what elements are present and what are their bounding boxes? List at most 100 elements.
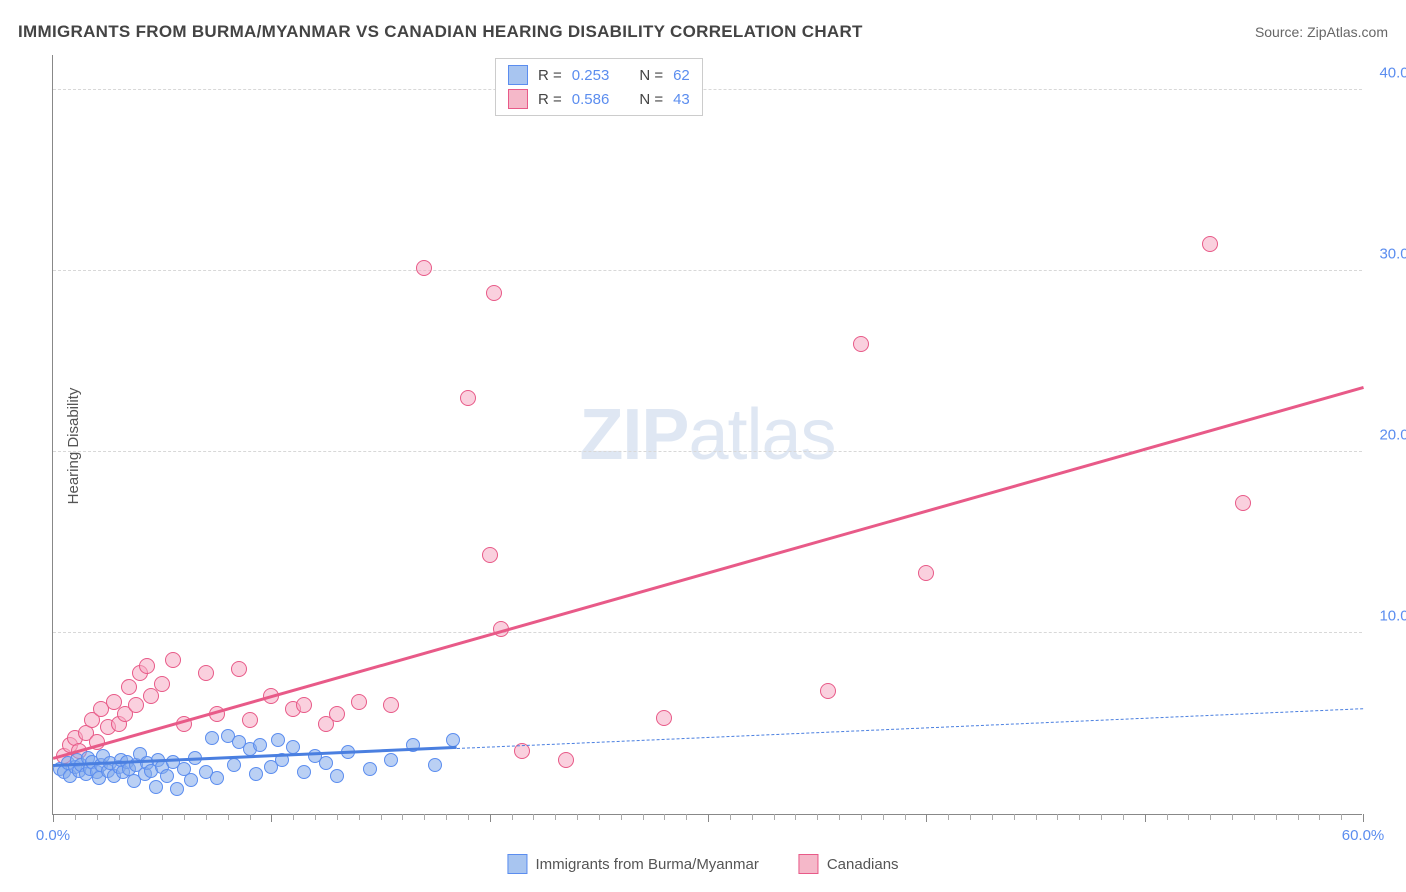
x-minor-tick	[686, 814, 687, 820]
pink-point	[165, 652, 181, 668]
blue-point	[384, 753, 398, 767]
x-minor-tick	[577, 814, 578, 820]
x-minor-tick	[315, 814, 316, 820]
x-minor-tick	[250, 814, 251, 820]
watermark-atlas: atlas	[688, 395, 835, 475]
x-minor-tick	[97, 814, 98, 820]
blue-point	[149, 780, 163, 794]
x-minor-tick	[970, 814, 971, 820]
legend-swatch-blue	[508, 65, 528, 85]
blue-point	[286, 740, 300, 754]
x-minor-tick	[1254, 814, 1255, 820]
pink-point	[1235, 495, 1251, 511]
n-label: N =	[639, 91, 663, 108]
x-minor-tick	[162, 814, 163, 820]
pink-point	[231, 661, 247, 677]
correlation-legend-row-pink: R = 0.586 N = 43	[496, 87, 702, 111]
blue-point	[249, 767, 263, 781]
x-tick-label: 60.0%	[1342, 827, 1385, 844]
source-prefix: Source:	[1255, 24, 1307, 40]
x-minor-tick	[533, 814, 534, 820]
blue-point	[160, 769, 174, 783]
legend-swatch-blue	[507, 854, 527, 874]
grid-line	[53, 270, 1362, 271]
pink-point	[383, 697, 399, 713]
n-label: N =	[639, 67, 663, 84]
x-minor-tick	[1319, 814, 1320, 820]
n-value: 43	[673, 91, 690, 108]
pink-point	[820, 683, 836, 699]
pink-point	[154, 676, 170, 692]
x-minor-tick	[119, 814, 120, 820]
y-tick-label: 40.0%	[1367, 65, 1406, 82]
x-minor-tick	[228, 814, 229, 820]
x-minor-tick	[905, 814, 906, 820]
x-minor-tick	[468, 814, 469, 820]
legend-label-blue: Immigrants from Burma/Myanmar	[535, 856, 758, 873]
pink-trend-line	[53, 386, 1364, 759]
blue-point	[319, 756, 333, 770]
x-minor-tick	[817, 814, 818, 820]
x-minor-tick	[664, 814, 665, 820]
blue-point	[227, 758, 241, 772]
blue-point	[428, 758, 442, 772]
blue-point	[170, 782, 184, 796]
y-tick-label: 20.0%	[1367, 427, 1406, 444]
x-minor-tick	[1167, 814, 1168, 820]
watermark: ZIPatlas	[579, 394, 835, 476]
blue-point	[184, 773, 198, 787]
x-minor-tick	[1276, 814, 1277, 820]
grid-line	[53, 632, 1362, 633]
x-minor-tick	[1014, 814, 1015, 820]
x-tick	[490, 814, 491, 822]
x-minor-tick	[1057, 814, 1058, 820]
x-minor-tick	[948, 814, 949, 820]
source-name: ZipAtlas.com	[1307, 24, 1388, 40]
x-minor-tick	[337, 814, 338, 820]
legend-swatch-pink	[508, 89, 528, 109]
x-minor-tick	[446, 814, 447, 820]
blue-point	[363, 762, 377, 776]
x-tick	[1145, 814, 1146, 822]
pink-point	[329, 706, 345, 722]
x-minor-tick	[861, 814, 862, 820]
blue-point	[253, 738, 267, 752]
pink-point	[482, 547, 498, 563]
x-minor-tick	[555, 814, 556, 820]
x-minor-tick	[359, 814, 360, 820]
x-minor-tick	[795, 814, 796, 820]
blue-point	[205, 731, 219, 745]
pink-point	[853, 336, 869, 352]
pink-point	[121, 679, 137, 695]
x-tick	[1363, 814, 1364, 822]
x-tick	[271, 814, 272, 822]
grid-line	[53, 89, 1362, 90]
chart-container: IMMIGRANTS FROM BURMA/MYANMAR VS CANADIA…	[0, 0, 1406, 892]
x-minor-tick	[206, 814, 207, 820]
x-minor-tick	[1036, 814, 1037, 820]
x-minor-tick	[839, 814, 840, 820]
pink-point	[1202, 236, 1218, 252]
x-tick	[708, 814, 709, 822]
x-minor-tick	[1188, 814, 1189, 820]
correlation-legend-row-blue: R = 0.253 N = 62	[496, 63, 702, 87]
x-minor-tick	[730, 814, 731, 820]
x-minor-tick	[621, 814, 622, 820]
blue-point	[271, 733, 285, 747]
r-value: 0.586	[572, 91, 610, 108]
x-tick	[53, 814, 54, 822]
blue-point	[446, 733, 460, 747]
x-minor-tick	[424, 814, 425, 820]
plot-area: ZIPatlas 10.0%20.0%30.0%40.0%0.0%60.0%	[52, 55, 1362, 815]
x-minor-tick	[599, 814, 600, 820]
x-minor-tick	[75, 814, 76, 820]
x-minor-tick	[1210, 814, 1211, 820]
watermark-zip: ZIP	[579, 395, 688, 475]
pink-point	[198, 665, 214, 681]
correlation-legend: R = 0.253 N = 62 R = 0.586 N = 43	[495, 58, 703, 116]
header: IMMIGRANTS FROM BURMA/MYANMAR VS CANADIA…	[18, 22, 1388, 42]
source-attribution: Source: ZipAtlas.com	[1255, 24, 1388, 40]
x-minor-tick	[643, 814, 644, 820]
pink-point	[139, 658, 155, 674]
x-minor-tick	[1341, 814, 1342, 820]
